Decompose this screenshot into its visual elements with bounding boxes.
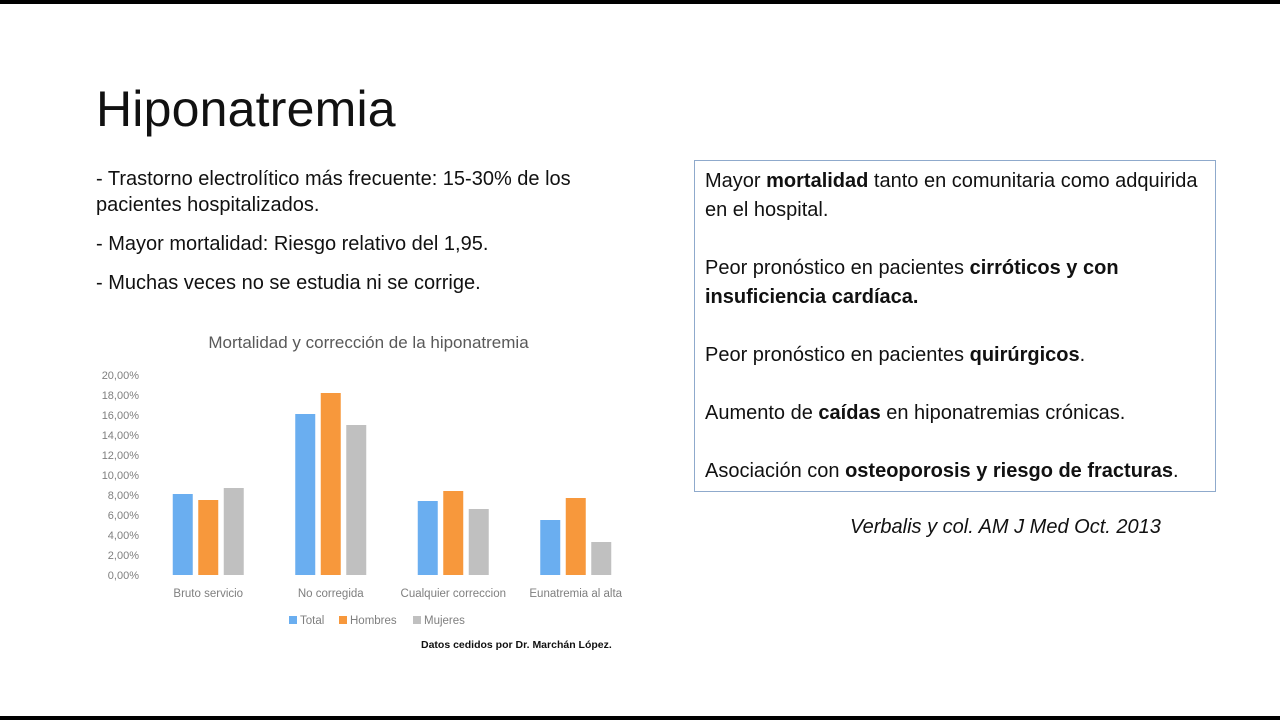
bottom-border	[0, 716, 1280, 720]
bar-mujeres	[346, 425, 367, 575]
x-tick-label: No corregida	[298, 588, 364, 600]
y-tick-label: 10,00%	[102, 470, 140, 482]
legend-swatch-hombres	[339, 616, 347, 624]
top-border	[0, 0, 1280, 4]
bullet-item: - Mayor mortalidad: Riesgo relativo del …	[96, 233, 489, 255]
y-tick-label: 4,00%	[108, 530, 139, 542]
bar-total	[540, 520, 561, 575]
legend-swatch-mujeres	[413, 616, 421, 624]
y-tick-label: 8,00%	[108, 490, 139, 502]
info-paragraph-falls: Aumento de caídas en hiponatremias cróni…	[705, 402, 1126, 424]
y-tick-label: 0,00%	[108, 570, 139, 582]
y-tick-label: 16,00%	[102, 410, 140, 422]
x-tick-label: Bruto servicio	[173, 588, 243, 600]
info-paragraph-mortality: Mayor mortalidad tanto en comunitaria co…	[705, 170, 1198, 221]
legend-swatch-total	[289, 616, 297, 624]
bar-total	[417, 501, 438, 575]
x-tick-label: Eunatremia al alta	[529, 588, 622, 600]
data-credit: Datos cedidos por Dr. Marchán López.	[421, 639, 612, 651]
info-box: Mayor mortalidad tanto en comunitaria co…	[694, 160, 1216, 492]
legend-label-mujeres: Mujeres	[424, 615, 465, 627]
bar-mujeres	[223, 488, 244, 575]
bullet-item: - Muchas veces no se estudia ni se corri…	[96, 272, 481, 294]
y-tick-label: 6,00%	[108, 510, 139, 522]
bullet-item: - Trastorno electrolítico más frecuente:…	[96, 168, 571, 216]
bar-hombres	[565, 498, 586, 575]
bar-hombres	[443, 491, 464, 575]
citation: Verbalis y col. AM J Med Oct. 2013	[850, 516, 1161, 538]
legend-label-total: Total	[300, 615, 324, 627]
info-paragraph-cirrhotic: Peor pronóstico en pacientes cirróticos …	[705, 257, 1119, 308]
x-tick-label: Cualquier correccion	[401, 588, 506, 600]
bullet-list: - Trastorno electrolítico más frecuente:…	[96, 166, 656, 309]
y-tick-label: 2,00%	[108, 550, 139, 562]
chart-title: Mortalidad y corrección de la hiponatrem…	[208, 333, 529, 352]
info-paragraph-surgical: Peor pronóstico en pacientes quirúrgicos…	[705, 344, 1086, 366]
bar-total	[172, 494, 193, 575]
bar-hombres	[320, 393, 341, 575]
y-tick-label: 18,00%	[102, 390, 140, 402]
bar-hombres	[198, 500, 219, 575]
slide-title: Hiponatremia	[96, 81, 396, 137]
info-paragraph-osteoporosis: Asociación con osteoporosis y riesgo de …	[705, 460, 1179, 482]
bar-total	[295, 414, 316, 575]
bar-mujeres	[591, 542, 612, 575]
y-tick-label: 14,00%	[102, 430, 140, 442]
legend-label-hombres: Hombres	[350, 615, 397, 627]
y-tick-label: 20,00%	[102, 370, 140, 382]
y-tick-label: 12,00%	[102, 450, 140, 462]
bar-chart: 0,00% 2,00% 4,00% 6,00% 8,00% 10,00% 12,00% 14,…	[102, 370, 623, 627]
bar-mujeres	[468, 509, 489, 575]
